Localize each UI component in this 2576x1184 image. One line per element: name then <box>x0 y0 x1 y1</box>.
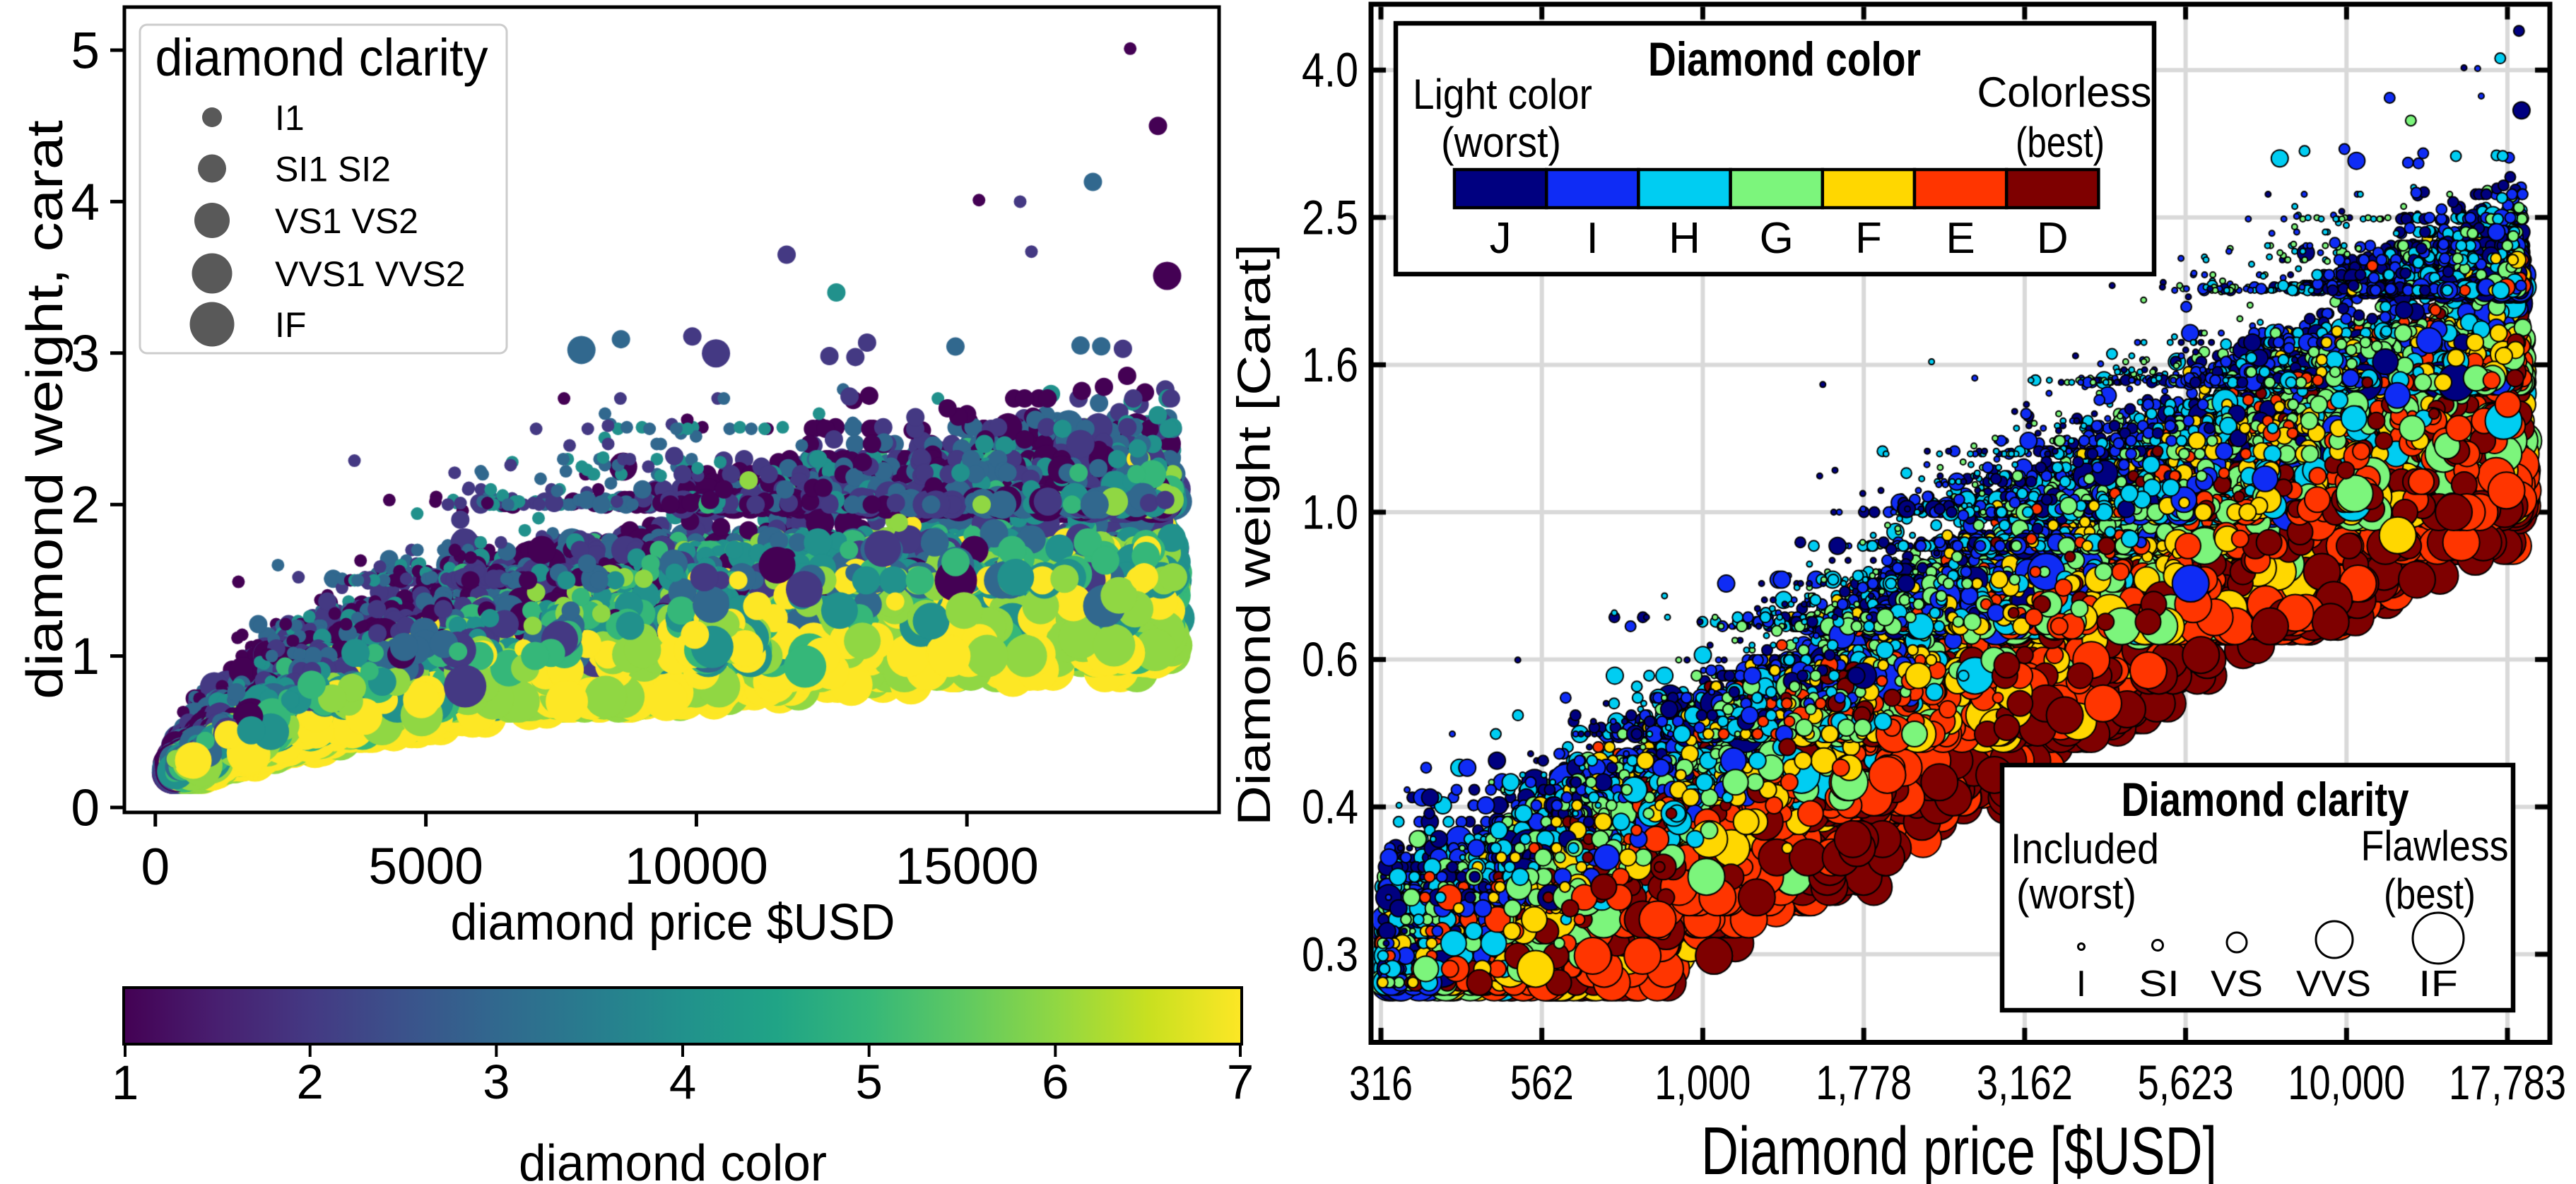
svg-text:VVS1 VVS2: VVS1 VVS2 <box>275 254 466 294</box>
svg-text:2: 2 <box>297 1055 324 1109</box>
svg-text:5: 5 <box>71 23 100 80</box>
svg-text:Diamond color: Diamond color <box>1648 32 1921 86</box>
svg-text:VVS: VVS <box>2296 964 2371 1005</box>
svg-text:0: 0 <box>141 839 170 896</box>
svg-text:1,778: 1,778 <box>1816 1055 1912 1110</box>
svg-text:6: 6 <box>1042 1055 1069 1109</box>
svg-text:7: 7 <box>1227 1055 1254 1109</box>
svg-text:H: H <box>1669 214 1700 263</box>
svg-text:(worst): (worst) <box>2016 870 2136 918</box>
svg-text:I: I <box>2076 964 2086 1005</box>
svg-text:(worst): (worst) <box>1441 119 1561 166</box>
svg-text:5,623: 5,623 <box>2138 1055 2234 1110</box>
svg-text:2: 2 <box>71 477 100 534</box>
svg-text:IF: IF <box>275 305 306 345</box>
svg-text:VS: VS <box>2211 964 2263 1005</box>
svg-text:SI: SI <box>2139 964 2180 1005</box>
svg-text:Included: Included <box>2011 825 2159 872</box>
svg-text:3: 3 <box>483 1055 510 1109</box>
svg-text:diamond clarity: diamond clarity <box>155 28 488 87</box>
svg-text:Flawless: Flawless <box>2361 822 2509 870</box>
svg-text:10,000: 10,000 <box>2288 1055 2405 1110</box>
svg-text:1.6: 1.6 <box>1302 338 1358 392</box>
svg-text:diamond weight, carat: diamond weight, carat <box>16 120 73 699</box>
svg-text:diamond price $USD: diamond price $USD <box>451 894 895 951</box>
svg-text:5: 5 <box>856 1055 883 1109</box>
svg-text:5000: 5000 <box>368 838 483 895</box>
svg-text:Light color: Light color <box>1413 71 1592 118</box>
svg-text:2.5: 2.5 <box>1302 190 1358 244</box>
svg-text:Diamond price [$USD]: Diamond price [$USD] <box>1701 1113 2217 1184</box>
svg-text:diamond color: diamond color <box>519 1135 827 1184</box>
svg-text:10000: 10000 <box>625 838 768 895</box>
svg-text:562: 562 <box>1510 1055 1574 1110</box>
svg-text:17,783: 17,783 <box>2449 1055 2566 1110</box>
svg-text:E: E <box>1946 214 1975 263</box>
svg-text:(best): (best) <box>2016 119 2105 166</box>
svg-text:1: 1 <box>112 1055 139 1110</box>
svg-text:0: 0 <box>71 780 100 837</box>
svg-text:Diamond clarity: Diamond clarity <box>2122 773 2409 827</box>
svg-text:SI1 SI2: SI1 SI2 <box>275 150 391 189</box>
svg-text:1,000: 1,000 <box>1654 1055 1751 1110</box>
svg-text:3: 3 <box>71 325 100 382</box>
svg-text:3,162: 3,162 <box>1977 1055 2073 1110</box>
svg-text:D: D <box>2037 214 2069 263</box>
svg-text:4: 4 <box>669 1055 696 1109</box>
svg-text:F: F <box>1855 214 1882 263</box>
svg-text:0.6: 0.6 <box>1302 632 1358 687</box>
svg-text:(best): (best) <box>2384 870 2476 918</box>
svg-text:Diamond weight [Carat]: Diamond weight [Carat] <box>1228 244 1281 826</box>
svg-text:I1: I1 <box>275 98 305 138</box>
svg-text:J: J <box>1490 214 1512 263</box>
svg-text:316: 316 <box>1349 1056 1413 1111</box>
svg-text:1.0: 1.0 <box>1302 485 1358 540</box>
svg-text:VS1 VS2: VS1 VS2 <box>275 201 418 241</box>
svg-text:I: I <box>1587 214 1599 263</box>
svg-text:1: 1 <box>71 628 100 685</box>
svg-text:15000: 15000 <box>895 838 1039 895</box>
svg-text:4: 4 <box>71 174 100 231</box>
svg-text:Colorless: Colorless <box>1977 69 2152 116</box>
svg-text:4.0: 4.0 <box>1302 43 1358 97</box>
svg-text:0.3: 0.3 <box>1302 927 1358 981</box>
svg-text:IF: IF <box>2418 964 2458 1005</box>
svg-text:0.4: 0.4 <box>1302 780 1358 834</box>
svg-text:G: G <box>1760 214 1794 263</box>
